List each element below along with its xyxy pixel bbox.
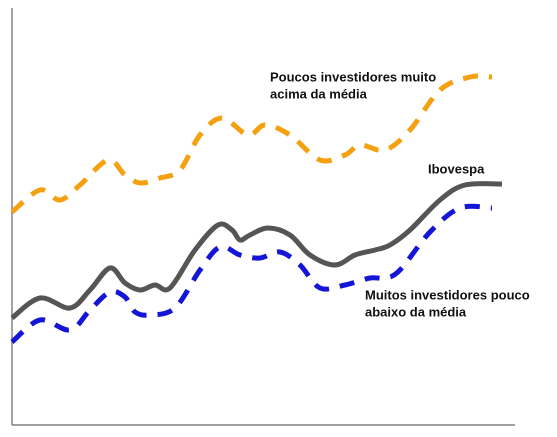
series-label: abaixo da média <box>365 304 467 319</box>
series-label: Poucos investidores muito <box>270 69 436 84</box>
series-label: acima da média <box>270 86 368 101</box>
series-label: Ibovespa <box>428 161 485 176</box>
series-line <box>10 73 493 214</box>
series-label: Muitos investidores pouco <box>365 287 530 302</box>
series-line <box>10 203 493 344</box>
series-line <box>10 181 503 321</box>
